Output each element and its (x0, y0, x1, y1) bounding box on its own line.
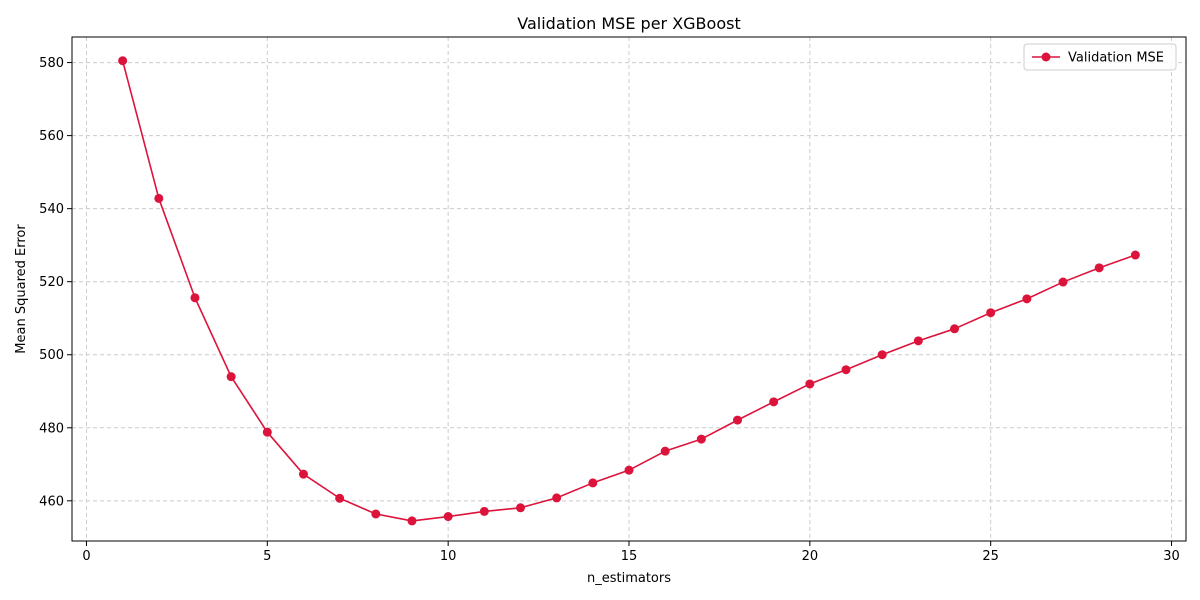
data-point (769, 397, 779, 407)
data-point (335, 493, 345, 503)
legend-label: Validation MSE (1068, 51, 1164, 66)
y-tick-label: 520 (39, 275, 64, 290)
y-tick-label: 500 (39, 348, 64, 363)
data-point (1094, 263, 1104, 273)
data-point (913, 336, 923, 346)
data-point (950, 324, 960, 334)
data-point (986, 308, 996, 318)
data-point (479, 506, 489, 516)
data-point (1022, 294, 1032, 304)
data-point (371, 509, 381, 519)
legend: Validation MSE (1023, 43, 1177, 71)
y-tick-label: 560 (39, 129, 64, 144)
data-point (552, 493, 562, 503)
data-point (696, 434, 706, 444)
data-point (298, 469, 308, 479)
y-tick-label: 580 (39, 56, 64, 71)
x-axis-label: n_estimators (587, 571, 671, 586)
x-tick-label: 20 (802, 549, 819, 564)
tick-layer: 0 5 10 15 20 25 30 460 480 500 520 540 560 580 (39, 56, 1180, 564)
data-point (226, 372, 236, 382)
data-point (154, 193, 164, 203)
data-point (877, 350, 887, 360)
x-tick-label: 0 (82, 549, 90, 564)
data-point (660, 446, 670, 456)
data-point (588, 478, 598, 488)
data-point (624, 465, 634, 475)
data-point (118, 56, 128, 66)
legend-box (1023, 43, 1177, 71)
data-point (733, 415, 743, 425)
x-tick-label: 15 (621, 549, 638, 564)
y-tick-label: 540 (39, 202, 64, 217)
data-point (1058, 277, 1068, 287)
data-point (841, 365, 851, 375)
data-point (190, 293, 200, 303)
legend-marker (1041, 52, 1051, 62)
data-point (262, 427, 272, 437)
x-tick-label: 30 (1163, 549, 1180, 564)
data-point (515, 503, 525, 513)
grid-layer (72, 37, 1186, 541)
x-tick-label: 25 (982, 549, 999, 564)
x-tick-label: 10 (440, 549, 457, 564)
chart-title: Validation MSE per XGBoost (517, 14, 740, 33)
data-point (443, 512, 453, 522)
data-point (805, 379, 815, 389)
data-point (407, 516, 417, 526)
x-tick-label: 5 (263, 549, 271, 564)
y-axis-label: Mean Squared Error (14, 224, 29, 354)
y-tick-label: 480 (39, 421, 64, 436)
data-point (1130, 250, 1140, 260)
y-tick-label: 460 (39, 494, 64, 509)
series-layer (118, 56, 1140, 526)
